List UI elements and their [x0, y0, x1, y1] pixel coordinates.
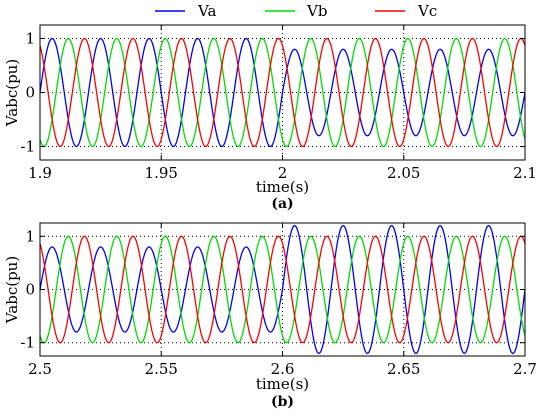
y-axis-label: Vabc(pu)	[3, 256, 21, 324]
series-line-va	[40, 37, 525, 148]
chart-panel-a: 1.9 1.95 2 2.05 2.1 -1 0 1 time(s) Vabc(pu) (a)	[3, 24, 537, 212]
panel-label: (b)	[271, 394, 294, 410]
x-axis-label: time(s)	[256, 375, 309, 393]
panel-label: (a)	[271, 196, 293, 212]
chart-panel-b: 2.5 2.55 2.6 2.65 2.7 -1 0 1 time(s) Vabc(pu) (b)	[3, 222, 537, 410]
y-axis-label: Vabc(pu)	[3, 59, 21, 127]
series-line-vc	[40, 235, 525, 344]
x-axis-label: time(s)	[256, 178, 309, 196]
x-tick-label: 2.05	[387, 164, 420, 182]
legend: Va Vb Vc	[155, 2, 437, 20]
x-tick-label: 2.1	[513, 164, 537, 182]
series-line-va	[40, 225, 525, 354]
x-tick-label: 2.55	[145, 360, 178, 378]
y-tick-label: -1	[20, 334, 35, 352]
x-tick-label: 2.5	[28, 360, 52, 378]
x-tick-label: 2.65	[387, 360, 420, 378]
y-tick-label: 0	[25, 281, 35, 299]
y-tick-label: -1	[20, 138, 35, 156]
series-line-vb	[40, 37, 525, 148]
x-tick-label: 1.95	[145, 164, 178, 182]
legend-label-vb: Vb	[306, 2, 327, 20]
y-tick-label: 1	[25, 227, 35, 245]
x-tick-label: 2	[278, 164, 288, 182]
series-line-vc	[40, 37, 525, 148]
series-group	[40, 37, 525, 148]
x-tick-label: 2.7	[513, 360, 537, 378]
series-group	[40, 225, 525, 354]
x-tick-label: 2.6	[271, 360, 295, 378]
y-tick-label: 0	[25, 84, 35, 102]
x-tick-label: 1.9	[28, 164, 52, 182]
series-line-vb	[40, 235, 525, 344]
legend-label-vc: Vc	[417, 2, 437, 20]
y-tick-label: 1	[25, 30, 35, 48]
legend-label-va: Va	[197, 2, 216, 20]
